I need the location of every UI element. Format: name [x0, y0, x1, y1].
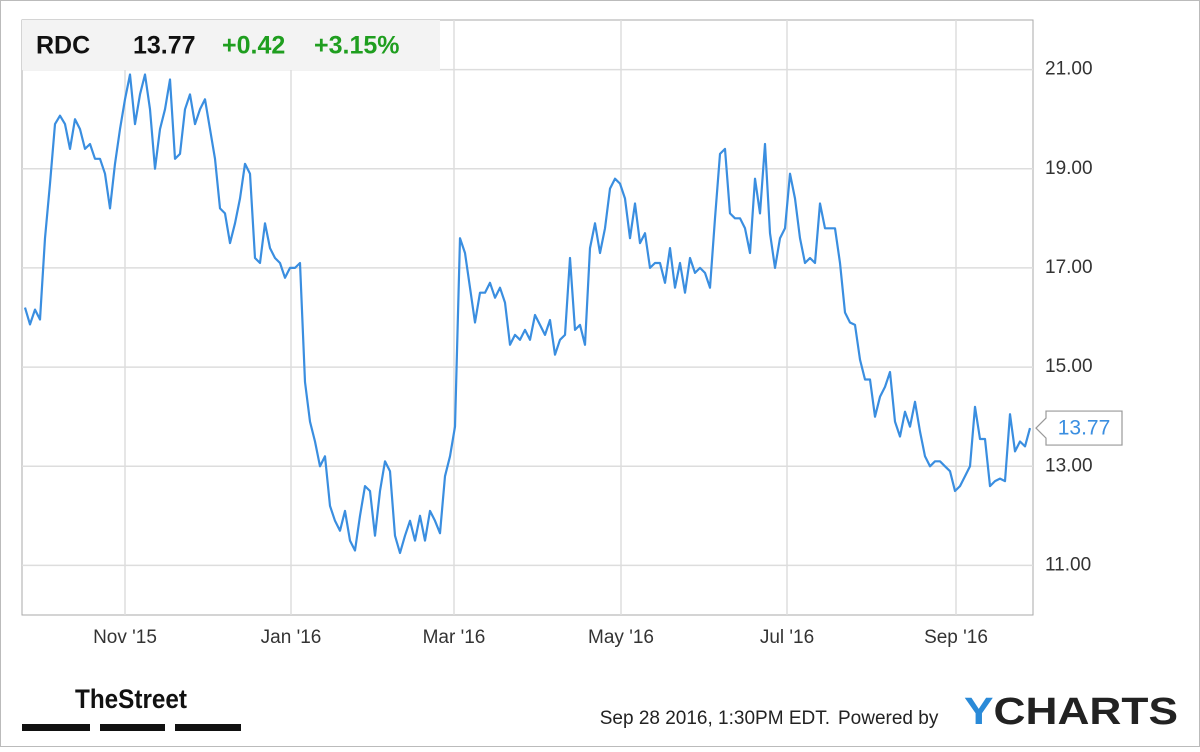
- logo-letter: R: [1089, 691, 1121, 733]
- x-tick-label: Jul '16: [760, 627, 814, 648]
- logo-letter: A: [1057, 691, 1089, 733]
- brand-bar: [100, 724, 165, 731]
- powered-by: Powered by: [838, 708, 939, 729]
- callout-box: [1035, 410, 1123, 446]
- logo-letter: C: [994, 691, 1026, 733]
- y-tick-label: 15.00: [1045, 356, 1093, 377]
- y-tick-label: 17.00: [1045, 257, 1093, 278]
- ticker: RDC: [36, 32, 90, 60]
- x-tick-label: Mar '16: [423, 627, 486, 648]
- y-tick-label: 13.00: [1045, 455, 1093, 476]
- x-tick-label: Sep '16: [924, 627, 988, 648]
- price: 13.77: [133, 32, 196, 60]
- y-tick-label: 19.00: [1045, 158, 1093, 179]
- y-tick-label: 11.00: [1045, 554, 1091, 575]
- timestamp: Sep 28 2016, 1:30PM EDT.: [600, 708, 830, 729]
- logo-letter: T: [1121, 691, 1148, 733]
- plot-area: [21, 19, 1034, 616]
- change-pct: +3.15%: [314, 32, 400, 60]
- change: +0.42: [222, 32, 285, 60]
- x-tick-label: Jan '16: [261, 627, 322, 648]
- brand-bar: [175, 724, 241, 731]
- last-value-callout: 13.77: [1035, 410, 1123, 446]
- price-line: [23, 73, 1032, 555]
- last-value-label: 13.77: [1058, 417, 1111, 440]
- brand: TheStreet: [75, 684, 187, 714]
- logo-letter: H: [1026, 691, 1058, 733]
- logo-letter: Y: [964, 691, 994, 733]
- x-tick-label: May '16: [588, 627, 654, 648]
- brand-bar: [22, 724, 90, 731]
- logo-letter: S: [1148, 691, 1178, 733]
- header-box: [22, 20, 440, 70]
- x-tick-label: Nov '15: [93, 627, 157, 648]
- y-tick-label: 21.00: [1045, 59, 1093, 80]
